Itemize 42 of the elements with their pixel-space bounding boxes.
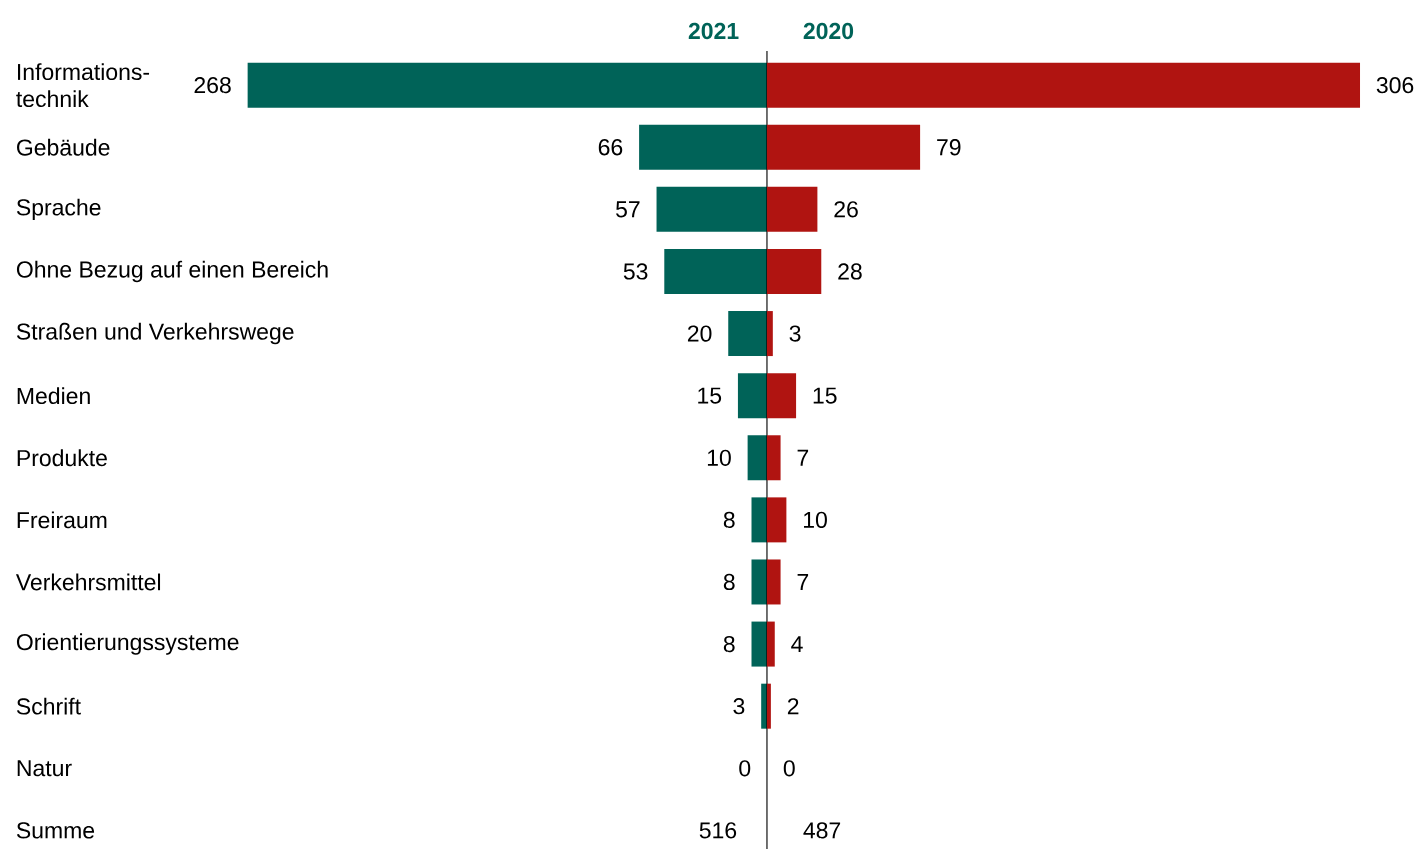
data-label: 8	[723, 511, 735, 529]
chart-title: 2020	[803, 22, 854, 40]
data-label: 4	[791, 636, 803, 652]
data-label: 79	[937, 139, 961, 156]
y-tick-label: Straßen und Verkehrswege	[16, 322, 294, 345]
data-label: 10	[707, 449, 731, 466]
y-tick-label: Natur	[17, 760, 72, 777]
data-label: 0	[739, 760, 751, 777]
y-tick-label: Freiraum	[17, 511, 107, 529]
data-label: 57	[616, 201, 640, 218]
data-label: 8	[723, 635, 735, 653]
data-label: 2	[787, 698, 799, 715]
data-label: 15	[698, 387, 722, 404]
y-tick-label: Produkte	[17, 449, 107, 467]
y-tick-label: Ohne Bezug auf einen Bereich	[16, 260, 328, 283]
data-label: 3	[733, 698, 745, 715]
y-tick-label: Sprache	[16, 198, 101, 221]
y-tick-label: Medien	[17, 387, 90, 405]
data-label: 8	[723, 573, 735, 591]
data-label: 7	[797, 574, 809, 590]
y-tick-label: Orientierungssysteme	[16, 633, 239, 655]
data-label: 7	[797, 449, 809, 466]
data-label: 53	[623, 263, 648, 280]
y-tick-label: Informations-technik	[16, 63, 150, 108]
data-label: 28	[838, 263, 862, 280]
y-tick-label: Schrift	[16, 697, 81, 715]
data-label: 26	[834, 201, 858, 218]
chart-title: 2021	[688, 22, 739, 40]
bar	[767, 311, 773, 357]
data-label: 10	[804, 511, 827, 529]
data-label: 3	[789, 325, 801, 342]
data-label: 20	[687, 325, 712, 342]
text: 516	[699, 822, 737, 839]
data-label: 0	[783, 760, 795, 777]
data-label: 15	[813, 387, 837, 404]
y-tick-label: Gebäude	[17, 138, 110, 156]
text: 487	[803, 822, 841, 839]
data-label: 268	[194, 77, 231, 94]
data-label: 306	[1376, 77, 1414, 94]
y-tick-label: Summe	[16, 822, 95, 839]
data-label: 66	[598, 139, 623, 156]
y-tick-label: Verkehrsmittel	[15, 573, 161, 591]
